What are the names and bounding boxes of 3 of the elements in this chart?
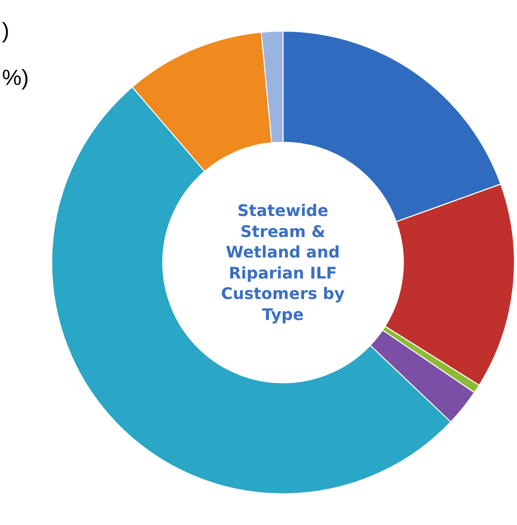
- text: ): [2, 18, 10, 43]
- text: Statewide Stream & Wetland and Riparian ILF Customers by Type: [221, 201, 346, 324]
- text: %): [2, 65, 29, 90]
